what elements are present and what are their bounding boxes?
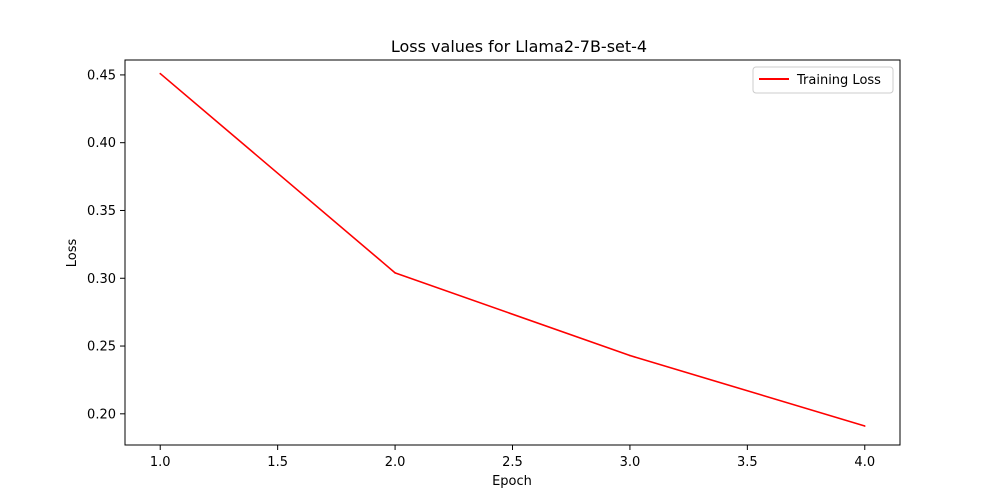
legend-box [752, 66, 894, 94]
y-tick-label: 0.40 [87, 136, 116, 151]
series-line-training-loss [159, 72, 866, 427]
y-axis-label: Loss [65, 239, 80, 268]
y-tick-label: 0.35 [87, 204, 116, 219]
y-axis-ticks: 0.20 0.25 0.30 0.35 0.40 0.45 [87, 68, 125, 422]
chart-title: Loss values for Llama2-7B-set-4 [391, 37, 647, 56]
x-tick-label: 2.0 [385, 455, 406, 470]
x-tick-label: 3.0 [620, 455, 641, 470]
x-tick-label: 1.0 [150, 455, 171, 470]
x-axis-ticks: 1.0 1.5 2.0 2.5 3.0 3.5 4.0 [150, 445, 875, 470]
y-tick-label: 0.25 [87, 340, 116, 355]
data-point [863, 425, 866, 427]
x-tick-label: 2.5 [502, 455, 523, 470]
series-layer [159, 72, 866, 427]
x-tick-label: 1.5 [267, 455, 288, 470]
y-tick-label: 0.45 [87, 68, 116, 83]
x-tick-label: 3.5 [737, 455, 758, 470]
legend-entry-training-loss: Training Loss [796, 73, 881, 88]
data-point [394, 272, 396, 274]
legend: Training Loss [752, 66, 894, 94]
x-axis-label: Epoch [492, 474, 532, 489]
y-tick-label: 0.20 [87, 407, 116, 422]
data-point [159, 72, 162, 75]
x-tick-label: 4.0 [854, 455, 875, 470]
y-tick-label: 0.30 [87, 272, 116, 287]
data-point [629, 354, 631, 357]
plot-area [124, 59, 901, 446]
